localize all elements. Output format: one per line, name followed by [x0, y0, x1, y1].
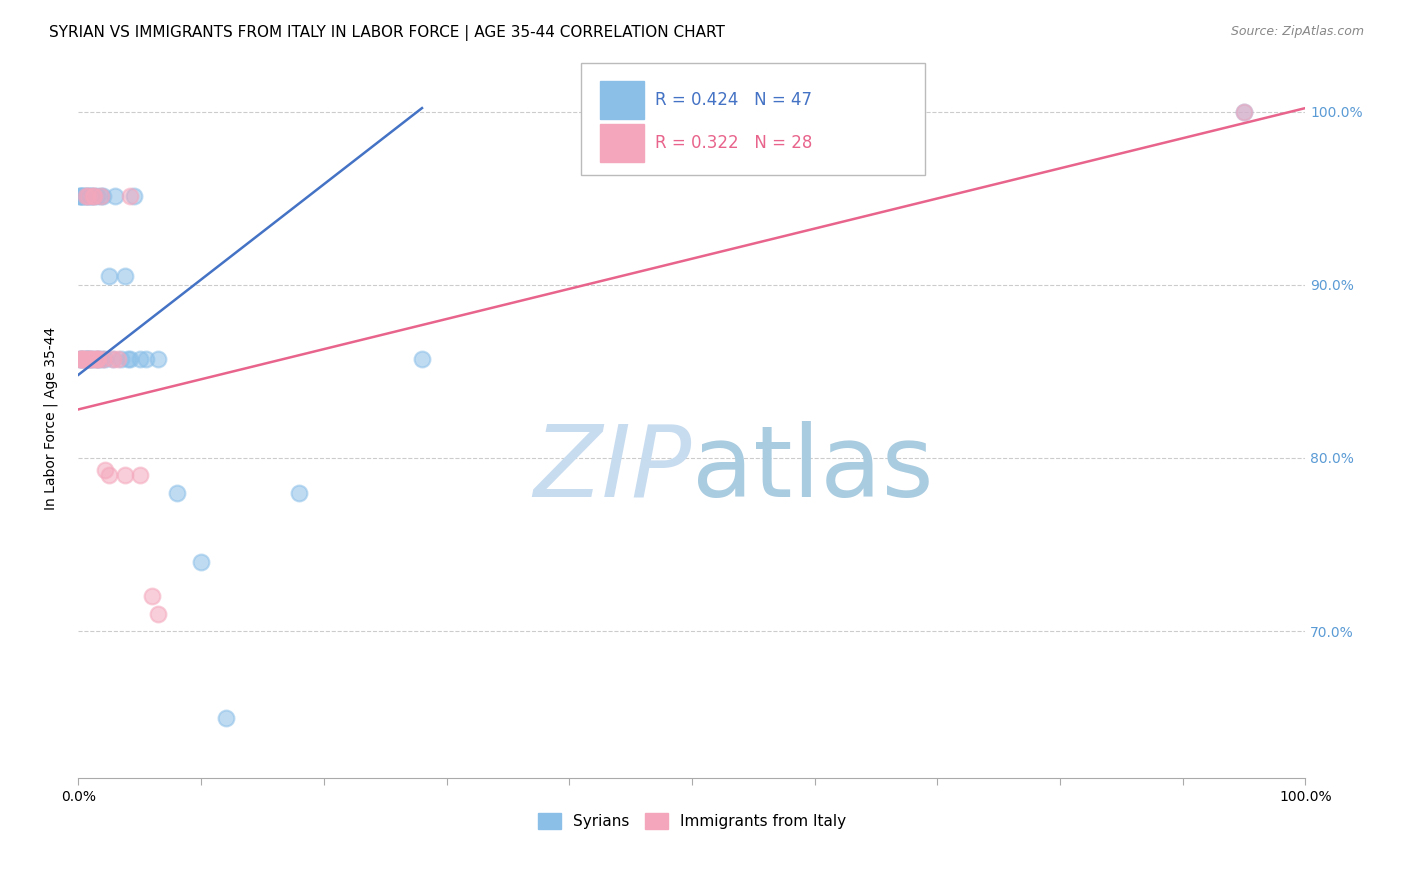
Point: [91, 352, 114, 367]
Point: [73, 189, 96, 203]
Point: [1233, 104, 1256, 119]
Point: [79, 352, 101, 367]
Point: [70, 189, 93, 203]
Point: [82, 352, 104, 367]
Point: [90, 189, 112, 203]
Point: [128, 468, 150, 483]
Point: [82, 189, 104, 203]
Point: [215, 711, 238, 725]
Point: [80, 189, 103, 203]
Point: [69, 189, 91, 203]
Text: SYRIAN VS IMMIGRANTS FROM ITALY IN LABOR FORCE | AGE 35-44 CORRELATION CHART: SYRIAN VS IMMIGRANTS FROM ITALY IN LABOR…: [49, 25, 725, 41]
Point: [80, 189, 103, 203]
Point: [70, 189, 93, 203]
Legend: Syrians, Immigrants from Italy: Syrians, Immigrants from Italy: [531, 807, 852, 835]
Y-axis label: In Labor Force | Age 35-44: In Labor Force | Age 35-44: [44, 327, 58, 510]
Point: [122, 189, 145, 203]
Text: Source: ZipAtlas.com: Source: ZipAtlas.com: [1230, 25, 1364, 38]
Point: [84, 352, 107, 367]
Point: [70, 352, 93, 367]
Point: [72, 189, 94, 203]
Text: R = 0.424   N = 47: R = 0.424 N = 47: [655, 91, 813, 109]
Point: [75, 189, 97, 203]
Point: [89, 352, 111, 367]
Point: [90, 189, 112, 203]
Point: [98, 468, 121, 483]
Point: [87, 352, 110, 367]
Point: [411, 352, 433, 367]
Point: [104, 189, 127, 203]
Point: [79, 352, 101, 367]
Point: [69, 352, 91, 367]
Point: [69, 352, 91, 367]
Point: [76, 352, 98, 367]
Point: [94, 463, 117, 477]
Text: ZIP: ZIP: [534, 421, 692, 517]
Point: [73, 352, 96, 367]
Point: [166, 485, 188, 500]
Point: [101, 352, 124, 367]
Point: [190, 555, 212, 569]
Point: [128, 352, 150, 367]
Text: atlas: atlas: [692, 421, 934, 517]
Point: [80, 352, 103, 367]
Point: [148, 352, 170, 367]
Point: [80, 352, 103, 367]
Point: [79, 189, 101, 203]
Point: [80, 352, 103, 367]
Point: [84, 352, 107, 367]
Point: [90, 352, 112, 367]
Point: [148, 607, 170, 621]
Point: [73, 352, 96, 367]
Point: [77, 189, 100, 203]
Point: [76, 352, 98, 367]
Point: [114, 468, 136, 483]
Point: [98, 268, 121, 283]
Point: [77, 189, 100, 203]
Point: [86, 352, 108, 367]
Point: [72, 352, 94, 367]
FancyBboxPatch shape: [600, 124, 644, 161]
Point: [87, 352, 110, 367]
Point: [118, 352, 141, 367]
Point: [101, 352, 124, 367]
Point: [70, 352, 93, 367]
Point: [135, 352, 157, 367]
Point: [86, 189, 108, 203]
FancyBboxPatch shape: [582, 63, 925, 175]
Point: [118, 189, 141, 203]
Point: [75, 189, 97, 203]
Point: [70, 352, 93, 367]
Point: [1233, 104, 1256, 119]
Point: [69, 189, 91, 203]
Point: [91, 189, 114, 203]
Point: [117, 352, 139, 367]
Point: [75, 352, 97, 367]
Point: [110, 352, 132, 367]
Point: [83, 189, 105, 203]
Point: [114, 268, 136, 283]
FancyBboxPatch shape: [600, 81, 644, 119]
Text: R = 0.322   N = 28: R = 0.322 N = 28: [655, 134, 813, 152]
Point: [94, 352, 117, 367]
Point: [107, 352, 129, 367]
Point: [83, 189, 105, 203]
Point: [141, 590, 163, 604]
Point: [288, 485, 311, 500]
Point: [77, 352, 100, 367]
Point: [70, 352, 93, 367]
